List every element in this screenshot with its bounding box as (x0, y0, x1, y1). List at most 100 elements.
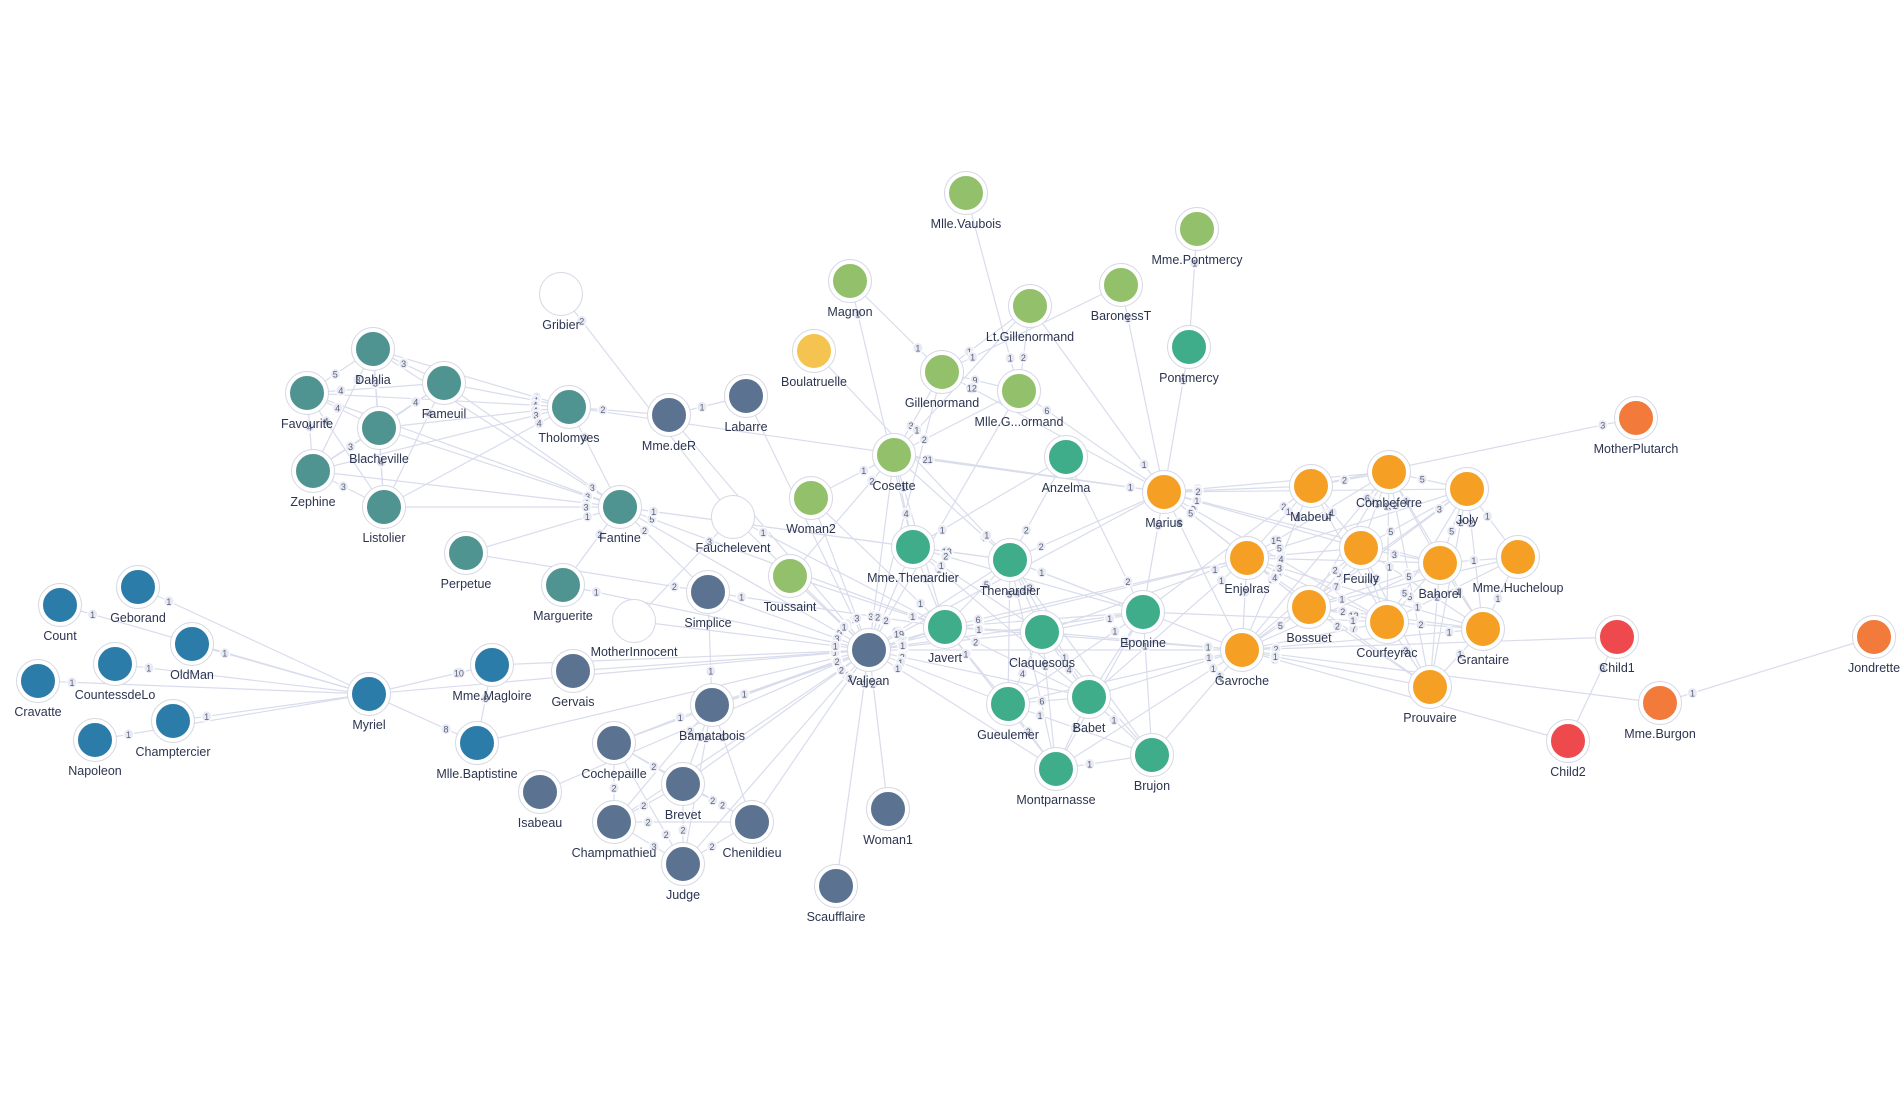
node-circle[interactable] (292, 450, 334, 492)
node-circle[interactable] (456, 722, 498, 764)
node-circle[interactable] (1226, 537, 1268, 579)
node-circle[interactable] (873, 434, 915, 476)
node-circle[interactable] (1462, 608, 1504, 650)
node-mme_burgon[interactable]: Mme.Burgon (1624, 681, 1696, 741)
node-fauchelevent[interactable]: Fauchelevent (695, 495, 771, 555)
node-gueulemer[interactable]: Gueulemer (977, 682, 1039, 742)
node-circle[interactable] (662, 843, 704, 885)
node-geborand[interactable]: Geborand (110, 565, 166, 625)
node-tholomyes[interactable]: Tholomyes (538, 385, 600, 445)
node-anzelma[interactable]: Anzelma (1042, 435, 1091, 495)
node-circle[interactable] (1290, 465, 1332, 507)
node-labarre[interactable]: Labarre (724, 374, 768, 434)
node-circle[interactable] (552, 650, 594, 692)
node-oldman[interactable]: OldMan (170, 622, 214, 682)
node-grantaire[interactable]: Grantaire (1457, 607, 1509, 667)
node-brevet[interactable]: Brevet (661, 762, 705, 822)
node-cochepaille[interactable]: Cochepaille (581, 721, 647, 781)
node-isabeau[interactable]: Isabeau (518, 770, 563, 830)
node-circle[interactable] (1446, 468, 1488, 510)
node-circle[interactable] (731, 801, 773, 843)
node-listolier[interactable]: Listolier (362, 485, 406, 545)
node-circle[interactable] (1045, 436, 1087, 478)
node-gillenormand[interactable]: Gillenormand (905, 350, 979, 410)
node-circle[interactable] (363, 486, 405, 528)
node-circle[interactable] (867, 788, 909, 830)
node-circle[interactable] (1143, 471, 1185, 513)
node-courfeyrac[interactable]: Courfeyrac (1356, 600, 1418, 660)
node-circle[interactable] (171, 623, 213, 665)
node-champmathieu[interactable]: Champmathieu (572, 800, 657, 860)
node-circle[interactable] (74, 719, 116, 761)
node-circle[interactable] (94, 643, 136, 685)
node-lt_gillenormand[interactable]: Lt.Gillenormand (986, 284, 1074, 344)
node-circle[interactable] (117, 566, 159, 608)
node-circle[interactable] (1176, 208, 1218, 250)
node-countessdelo[interactable]: CountessdeLo (75, 642, 156, 702)
node-boulatruelle[interactable]: Boulatruelle (781, 329, 847, 389)
node-circle[interactable] (1131, 734, 1173, 776)
node-circle[interactable] (1009, 285, 1051, 327)
node-circle[interactable] (17, 660, 59, 702)
node-circle[interactable] (286, 372, 328, 414)
node-circle[interactable] (519, 771, 561, 813)
node-circle[interactable] (1021, 611, 1063, 653)
node-circle[interactable] (352, 328, 394, 370)
node-prouvaire[interactable]: Prouvaire (1403, 665, 1457, 725)
node-circle[interactable] (998, 370, 1040, 412)
node-circle[interactable] (1409, 666, 1451, 708)
node-circle[interactable] (1221, 629, 1263, 671)
node-circle[interactable] (1366, 601, 1408, 643)
node-circle[interactable] (848, 629, 890, 671)
node-bossuet[interactable]: Bossuet (1286, 585, 1332, 645)
node-judge[interactable]: Judge (661, 842, 705, 902)
node-child1[interactable]: Child1 (1595, 615, 1639, 675)
node-circle[interactable] (945, 172, 987, 214)
node-circle[interactable] (593, 801, 635, 843)
node-circle[interactable] (1853, 616, 1895, 658)
node-circle[interactable] (1340, 527, 1382, 569)
node-circle[interactable] (1368, 451, 1410, 493)
node-fameuil[interactable]: Fameuil (422, 361, 466, 421)
node-count[interactable]: Count (38, 583, 82, 643)
node-circle[interactable] (989, 539, 1031, 581)
node-circle[interactable] (829, 260, 871, 302)
node-child2[interactable]: Child2 (1546, 719, 1590, 779)
node-mme_der[interactable]: Mme.deR (642, 393, 696, 453)
node-circle[interactable] (423, 362, 465, 404)
node-mabeuf[interactable]: Mabeuf (1289, 464, 1333, 524)
node-feuilly[interactable]: Feuilly (1339, 526, 1383, 586)
node-circle[interactable] (548, 386, 590, 428)
node-circle[interactable] (593, 722, 635, 764)
node-circle[interactable] (39, 584, 81, 626)
node-mme_hucheloup[interactable]: Mme.Hucheloup (1472, 535, 1564, 595)
node-mother_plutarch[interactable]: MotherPlutarch (1594, 396, 1679, 456)
node-eponine[interactable]: Eponine (1120, 590, 1166, 650)
node-mme_pontmercy[interactable]: Mme.Pontmercy (1152, 207, 1244, 267)
node-dahlia[interactable]: Dahlia (351, 327, 395, 387)
node-bamatabois[interactable]: Bamatabois (679, 683, 745, 743)
node-circle[interactable] (793, 330, 835, 372)
node-cravatte[interactable]: Cravatte (14, 659, 62, 719)
node-bahorel[interactable]: Bahorel (1418, 541, 1462, 601)
node-blacheville[interactable]: Blacheville (349, 406, 409, 466)
node-marguerite[interactable]: Marguerite (533, 563, 593, 623)
node-circle[interactable] (924, 606, 966, 648)
node-thenardier[interactable]: Thenardier (980, 538, 1040, 598)
node-woman1[interactable]: Woman1 (863, 787, 913, 847)
node-javert[interactable]: Javert (923, 605, 967, 665)
node-circle[interactable] (1068, 676, 1110, 718)
node-champtercier[interactable]: Champtercier (135, 699, 211, 759)
node-circle[interactable] (358, 407, 400, 449)
node-circle[interactable] (1168, 326, 1210, 368)
node-circle[interactable] (725, 375, 767, 417)
node-perpetue[interactable]: Perpetue (441, 531, 492, 591)
node-zephine[interactable]: Zephine (290, 449, 336, 509)
node-baronesst[interactable]: BaronessT (1091, 263, 1152, 323)
node-circle[interactable] (348, 673, 390, 715)
node-chenildieu[interactable]: Chenildieu (722, 800, 782, 860)
node-magnon[interactable]: Magnon (827, 259, 873, 319)
node-fantine[interactable]: Fantine (598, 485, 642, 545)
node-woman2[interactable]: Woman2 (786, 476, 836, 536)
